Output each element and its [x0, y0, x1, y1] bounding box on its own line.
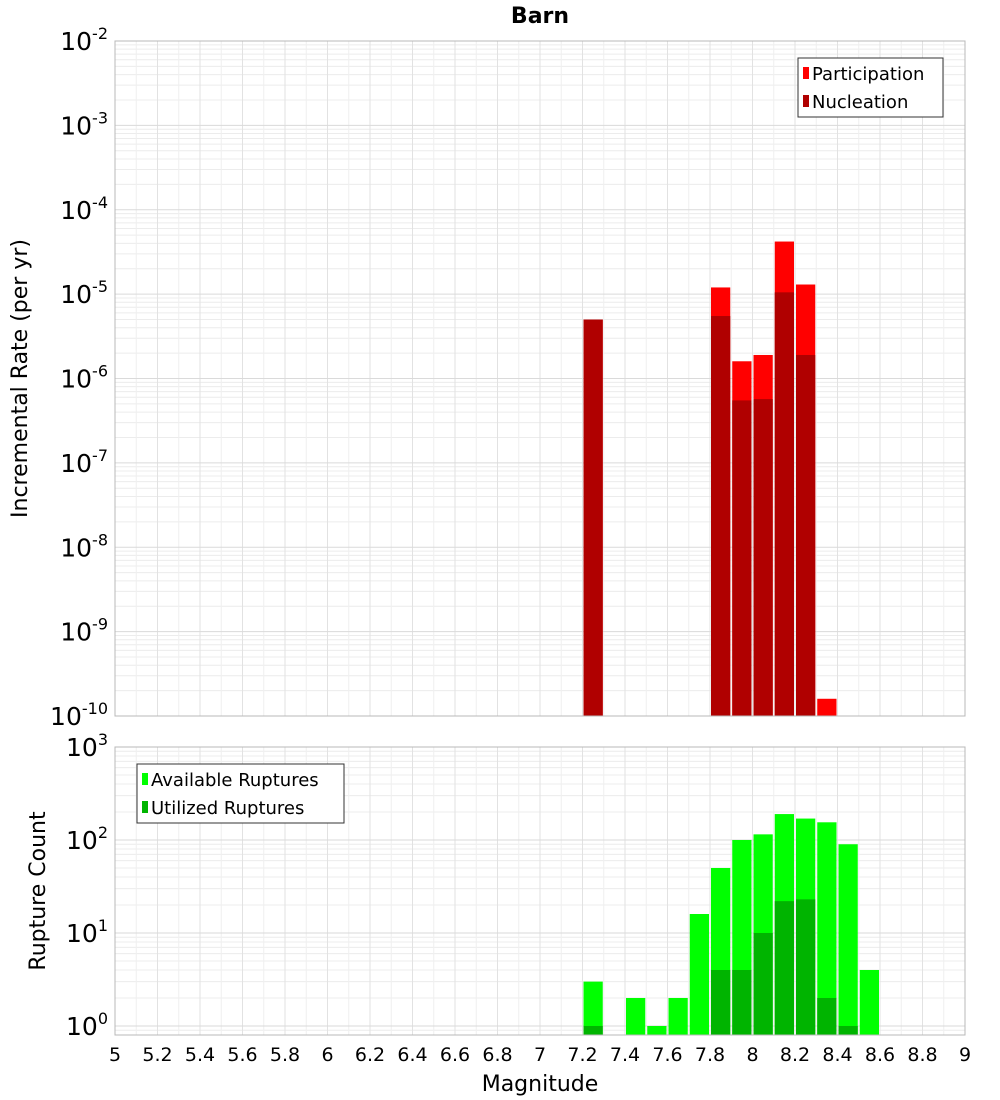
- bar-nucleation: [583, 319, 603, 716]
- plot-border: [114, 746, 966, 1036]
- y-tick-label: 101: [66, 916, 108, 948]
- x-tick-label: 6: [321, 1044, 333, 1066]
- x-tick-label: 6.4: [397, 1044, 427, 1066]
- x-tick-label: 5.4: [185, 1044, 215, 1066]
- bar-nucleation: [732, 400, 752, 716]
- bar-utilized-ruptures: [583, 1025, 603, 1035]
- bar-available-ruptures: [668, 997, 688, 1035]
- y-tick-label: 103: [66, 730, 108, 762]
- legend: Available Ruptures Utilized Ruptures: [136, 763, 345, 824]
- y-tick-label: 10-10: [50, 699, 108, 731]
- x-tick-label: 6.2: [355, 1044, 385, 1066]
- x-tick-label: 7.6: [652, 1044, 682, 1066]
- legend-box: [136, 763, 345, 824]
- bar-nucleation: [711, 316, 731, 716]
- bar-available-ruptures: [626, 997, 646, 1035]
- bar-utilized-ruptures: [817, 997, 837, 1035]
- legend-swatch: [803, 67, 809, 79]
- x-tick-label: 5: [109, 1044, 121, 1066]
- bar-nucleation: [753, 399, 773, 716]
- legend-box: [797, 57, 944, 118]
- plot-border: [114, 40, 966, 717]
- legend-swatch: [803, 95, 809, 107]
- x-tick-label: 8.2: [780, 1044, 810, 1066]
- y-axis-label: Incremental Rate (per yr): [8, 239, 33, 518]
- bar-utilized-ruptures: [796, 899, 816, 1035]
- legend-swatch: [142, 801, 148, 813]
- x-tick-label: 8.6: [865, 1044, 895, 1066]
- bar-participation: [817, 698, 837, 716]
- x-tick-label: 7.2: [567, 1044, 597, 1066]
- legend-label: Nucleation: [812, 92, 908, 113]
- x-tick-label: 8: [746, 1044, 758, 1066]
- bar-available-ruptures: [689, 914, 709, 1035]
- bar-utilized-ruptures: [711, 969, 731, 1035]
- bar-utilized-ruptures: [732, 969, 752, 1035]
- bar-available-ruptures: [647, 1025, 667, 1035]
- x-tick-label: 7.4: [610, 1044, 640, 1066]
- y-tick-label: 10-3: [60, 108, 108, 140]
- y-tick-label: 100: [66, 1009, 108, 1041]
- y-tick-label: 10-8: [60, 530, 108, 562]
- y-tick-label: 10-2: [60, 24, 108, 56]
- x-tick-label: 5.2: [142, 1044, 172, 1066]
- x-axis-label: Magnitude: [482, 1072, 599, 1097]
- y-tick-label: 10-5: [60, 277, 108, 309]
- y-tick-label: 10-4: [60, 193, 108, 225]
- x-tick-label: 5.6: [227, 1044, 257, 1066]
- chart-title: Barn: [511, 4, 569, 29]
- x-tick-label: 7: [534, 1044, 546, 1066]
- y-tick-label: 102: [66, 823, 108, 855]
- x-tick-label: 5.8: [270, 1044, 300, 1066]
- x-tick-label: 8.4: [822, 1044, 852, 1066]
- legend-label: Available Ruptures: [151, 770, 319, 791]
- legend: Participation Nucleation: [797, 57, 944, 118]
- y-axis-label: Rupture Count: [26, 811, 51, 971]
- legend-label: Participation: [812, 64, 924, 85]
- y-tick-label: 10-7: [60, 446, 108, 478]
- x-tick-label: 8.8: [907, 1044, 937, 1066]
- bar-nucleation: [774, 292, 794, 716]
- bar-available-ruptures: [838, 844, 858, 1035]
- bar-utilized-ruptures: [838, 1025, 858, 1035]
- x-tick-label: 6.6: [440, 1044, 470, 1066]
- bar-utilized-ruptures: [753, 932, 773, 1035]
- x-tick-label: 7.8: [695, 1044, 725, 1066]
- bar-available-ruptures: [583, 981, 603, 1035]
- panel-1: 10-10 10-9 10-8 10-7 10-6 10-5 10-4 10-3 10-2 Inc…: [8, 4, 966, 731]
- legend-label: Utilized Ruptures: [151, 798, 304, 819]
- bar-available-ruptures: [817, 822, 837, 1035]
- y-tick-label: 10-6: [60, 362, 108, 394]
- bar-available-ruptures: [859, 969, 879, 1035]
- x-tick-label: 6.8: [482, 1044, 512, 1066]
- bar-utilized-ruptures: [774, 901, 794, 1035]
- x-tick-label: 9: [959, 1044, 971, 1066]
- bar-nucleation: [796, 354, 816, 716]
- legend-swatch: [142, 773, 148, 785]
- y-tick-label: 10-9: [60, 615, 108, 647]
